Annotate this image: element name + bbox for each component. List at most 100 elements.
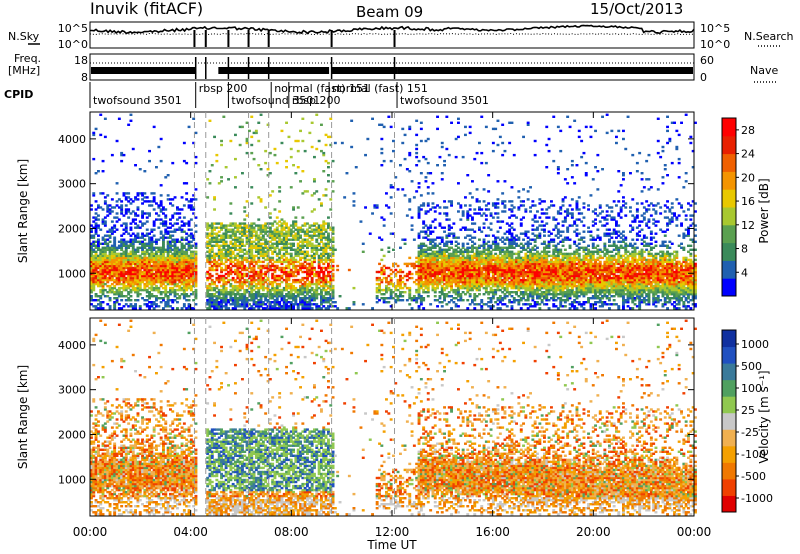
power-cell [503,276,507,280]
power-cell [120,240,124,243]
power-cell [412,297,416,300]
power-cell [252,307,256,310]
power-cell [461,264,465,268]
power-cell [117,293,121,296]
power-cell [97,274,100,278]
power-cell [166,248,170,251]
power-cell [206,258,210,262]
power-cell [257,218,261,221]
power-cell [257,260,261,264]
power-cell [501,270,505,274]
power-cell [99,258,103,262]
power-cell [271,284,275,288]
power-cell [322,252,326,256]
power-cell [278,220,282,223]
power-cell [308,264,312,268]
power-cell [245,250,249,253]
power-cell [141,216,144,219]
power-cell [443,268,446,272]
power-cell [106,264,110,268]
power-cell [285,286,288,290]
power-cell [327,280,330,284]
power-cell [471,266,474,270]
power-cell [352,204,356,207]
power-cell [498,297,502,300]
power-cell [108,246,112,249]
power-cell [289,234,293,237]
power-cell [447,153,451,157]
power-cell [480,258,484,262]
power-cell [473,307,477,310]
power-cell [213,282,216,286]
power-cell [122,268,126,272]
power-cell [252,268,256,272]
power-cell [148,272,151,276]
power-cell [429,274,433,278]
power-cell [294,238,298,241]
power-cell [250,250,254,253]
power-cell [131,276,135,280]
power-cell [97,234,100,237]
power-cell [301,228,305,231]
power-cell [217,240,221,243]
power-cell [450,226,453,229]
power-cell [176,307,179,310]
power-cell [443,230,446,233]
power-cell [324,274,328,278]
power-cell [143,278,147,282]
power-cell [292,222,295,225]
power-cell [275,278,279,282]
power-cell [433,288,437,292]
power-cell [238,280,242,284]
power-cell [289,274,293,278]
power-cell [254,274,258,278]
power-cell [484,291,488,294]
power-cell [220,180,223,183]
power-cell [108,307,112,310]
power-cell [103,262,107,266]
power-cell [494,276,498,280]
power-cell [106,230,110,233]
power-cell [459,299,463,302]
power-cell [189,228,193,231]
power-cell [424,210,428,213]
power-cell [491,297,495,300]
power-cell [103,117,107,120]
power-cell [433,256,437,260]
power-cell [152,125,156,129]
power-cell [484,288,488,292]
power-cell [241,299,244,302]
power-cell [113,297,117,300]
power-cell [224,228,228,231]
power-cell [484,208,488,211]
power-cell [166,254,170,258]
power-cell [254,246,258,249]
power-cell [331,284,335,288]
power-cell [315,284,319,288]
power-cell [429,232,433,235]
power-cell [236,238,240,241]
power-cell [97,270,100,274]
power-cell [329,286,333,290]
power-cell [136,282,140,286]
nsearch-trace [89,32,695,36]
power-cell [120,282,124,286]
power-cell [268,303,272,306]
power-cell [457,278,460,282]
power-cell [468,192,472,195]
power-cell [182,270,186,274]
power-cell [440,254,444,258]
power-cell [301,288,305,292]
power-cell [254,270,258,274]
power-cell [478,226,481,229]
power-cell [498,250,502,253]
power-cell [478,276,481,280]
power-cell [445,303,449,306]
power-cell [445,236,449,239]
power-cell [508,276,512,280]
power-cell [180,307,184,310]
power-cell [329,280,333,284]
power-cell [403,291,407,294]
power-cell [401,276,405,280]
power-cell [134,226,137,229]
